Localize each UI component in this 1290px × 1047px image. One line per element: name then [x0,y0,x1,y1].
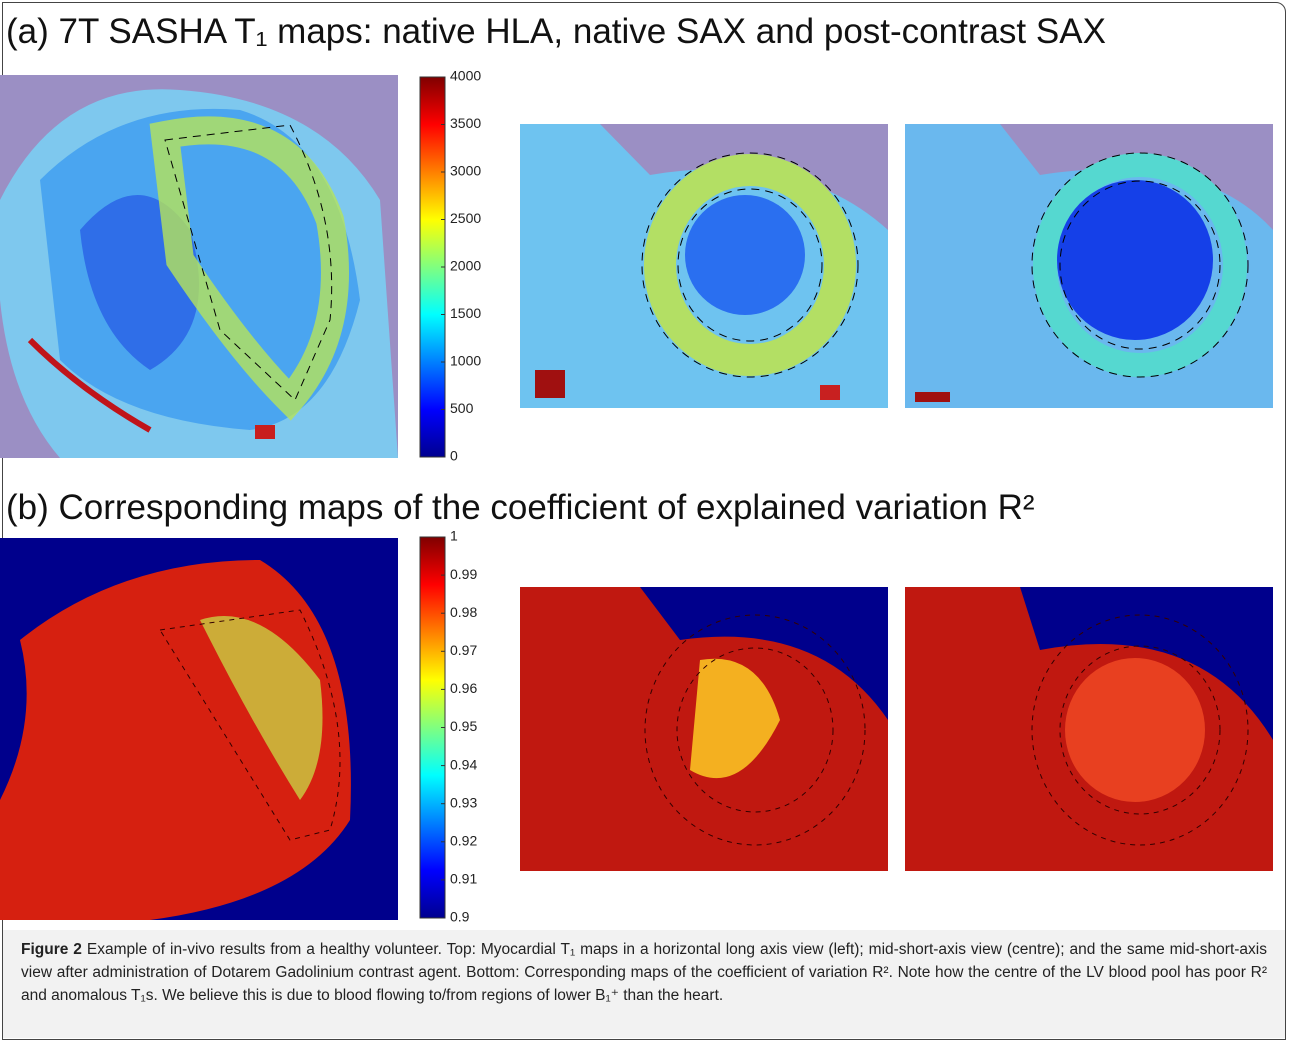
colorbar-tick-label: 4000 [450,68,481,84]
image-sax-native-t1 [520,124,888,408]
colorbar-tick-label: 3000 [450,163,481,179]
page: {"panel_a": {"title": "(a) 7T SASHA T₁ m… [0,0,1290,1047]
colorbar-tick-label: 0.96 [450,680,477,696]
image-sax-native-r2 [520,587,888,871]
colorbar-tick-label: 0.95 [450,718,477,734]
colorbar-tick-label: 3500 [450,115,481,131]
image-hla-r2 [0,538,398,920]
colorbar-tick-label: 0.97 [450,642,477,658]
image-sax-postcontrast-t1 [905,124,1273,408]
colorbar-tick-label: 500 [450,400,474,416]
image-hla-t1 [0,75,398,458]
colorbar-tick-label: 1 [450,528,458,544]
colorbar-tick-label: 1000 [450,353,481,369]
colorbar-tick-label: 0.92 [450,833,477,849]
colorbar-tick-label: 0.99 [450,566,477,582]
colorbar-tick-label: 0.94 [450,756,477,772]
colorbar-tick-label: 1500 [450,305,481,321]
panel-title: (b) Corresponding maps of the coefficien… [6,488,1035,528]
caption-text: Example of in-vivo results from a health… [21,941,1267,1004]
colorbar-tick-label: 0 [450,448,458,464]
colorbar-tick-label: 0.91 [450,871,477,887]
caption-label: Figure 2 [21,941,82,958]
colorbar-tick-label: 2000 [450,258,481,274]
colorbar-tick-label: 0.9 [450,909,470,925]
colorbar-tick-label: 0.93 [450,794,477,810]
colorbar-tick-label: 0.98 [450,604,477,620]
colorbar-tick-label: 2500 [450,210,481,226]
figure: 0 500 1000 1500 2000 2500 3000 3500 4000 0.9 0.91 0… [0,0,1290,930]
panel-title: (a) 7T SASHA T₁ maps: native HLA, native… [6,12,1106,52]
caption: Figure 2 Example of in-vivo results from… [3,930,1285,1038]
image-sax-postcontrast-r2 [905,587,1273,871]
